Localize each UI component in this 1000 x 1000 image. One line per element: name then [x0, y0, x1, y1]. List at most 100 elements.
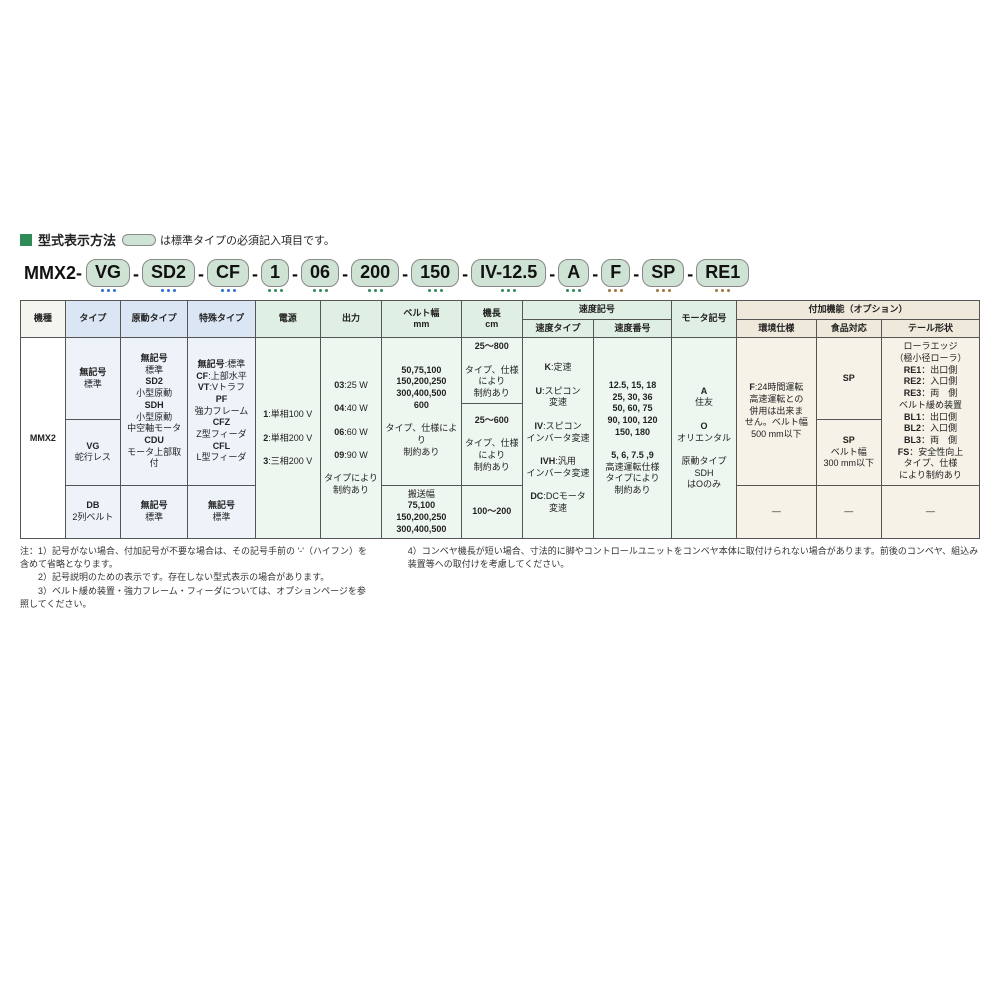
code-dash: -: [459, 262, 471, 295]
code-dash: -: [630, 262, 642, 295]
connector-dots: [656, 289, 671, 297]
connector-dots: [428, 289, 443, 297]
connector-dots: [368, 289, 383, 297]
code-segment-label: 1: [261, 259, 289, 287]
code-segment-label: SD2: [142, 259, 195, 287]
table-row: DB2列ベルト 無記号標準 無記号標準 搬送幅75,100150,200,250…: [21, 485, 980, 539]
cell-speed-type: K:定速 U:スピコン変速 IV:スピコンインバータ変速 IVH:汎用インバータ…: [522, 338, 593, 539]
code-dash: -: [589, 262, 601, 295]
code-segment: 06: [301, 259, 339, 297]
section-title: 型式表示方法 は標準タイプの必須記入項目です。: [20, 230, 980, 249]
cell-machine: MMX2: [21, 338, 66, 539]
code-dash: -: [339, 262, 351, 295]
code-segment-label: IV-12.5: [471, 259, 546, 287]
cell-env-a: F:24時間運転高速運転との併用は出来ません。ベルト幅500 mm以下: [737, 338, 817, 485]
code-segment: IV-12.5: [471, 259, 546, 297]
code-dash: -: [249, 262, 261, 295]
code-segment-label: 150: [411, 259, 459, 287]
th-motor: モータ記号: [671, 301, 736, 338]
title-marker-icon: [20, 234, 32, 246]
cell-food-b: SPベルト幅300 mm以下: [816, 420, 881, 485]
title-note: は標準タイプの必須記入項目です。: [122, 232, 335, 248]
connector-dots: [501, 289, 516, 297]
connector-dots: [715, 289, 730, 297]
code-segment-label: A: [558, 259, 589, 287]
th-food: 食品対応: [816, 319, 881, 338]
th-speed-type: 速度タイプ: [522, 319, 593, 338]
code-dash: -: [399, 262, 411, 295]
cell-special-2: 無記号標準: [188, 485, 255, 539]
code-dash: -: [195, 262, 207, 295]
th-machine: 機種: [21, 301, 66, 338]
th-type: タイプ: [65, 301, 120, 338]
cell-type-2: VG蛇行レス: [65, 420, 120, 485]
code-dash: -: [289, 262, 301, 295]
connector-dots: [566, 289, 581, 297]
spec-sheet: 型式表示方法 は標準タイプの必須記入項目です。 MMX2-VG-SD2-CF-1…: [20, 230, 980, 611]
connector-dots: [221, 289, 236, 297]
cell-output: 03:25 W 04:40 W 06:60 W 09:90 W タイプにより制約…: [320, 338, 381, 539]
code-segment-label: 06: [301, 259, 339, 287]
footnotes-right: 4）コンベヤ機長が短い場合、寸法的に脚やコントロールユニットをコンベヤ本体に取付…: [408, 545, 980, 610]
cell-belt-b: 搬送幅75,100150,200,250300,400,500: [382, 485, 462, 539]
th-tail: テール形状: [881, 319, 979, 338]
code-segment-label: SP: [642, 259, 684, 287]
cell-power: 1:単相100 V 2:単相200 V 3:三相200 V: [255, 338, 320, 539]
code-segment: SP: [642, 259, 684, 297]
th-special: 特殊タイプ: [188, 301, 255, 338]
model-code-row: MMX2-VG-SD2-CF-1-06-200-150-IV-12.5-A-F-…: [20, 259, 980, 297]
cell-env-b: —: [737, 485, 817, 539]
cell-belt-a: 50,75,100150,200,250300,400,500600タイプ、仕様…: [382, 338, 462, 485]
footnotes-left: 注：1）記号がない場合、付加記号が不要な場合は、その記号手前の '-'（ハイフン…: [20, 545, 368, 610]
code-segment-label: VG: [86, 259, 130, 287]
cell-speed-no: 12.5, 15, 1825, 30, 3650, 60, 7590, 100,…: [594, 338, 672, 539]
code-segment: MMX2-: [20, 263, 86, 294]
th-drive: 原動タイプ: [120, 301, 187, 338]
connector-dots: [313, 289, 328, 297]
th-belt: ベルト幅mm: [382, 301, 462, 338]
code-segment: VG: [86, 259, 130, 297]
th-env: 環境仕様: [737, 319, 817, 338]
th-output: 出力: [320, 301, 381, 338]
cell-motor: A住友 Oオリエンタル原動タイプSDHはOのみ: [671, 338, 736, 539]
cell-len-a: 25～800タイプ、仕様により制約あり: [461, 338, 522, 403]
title-text: 型式表示方法: [38, 230, 116, 249]
spec-table: 機種 タイプ 原動タイプ 特殊タイプ 電源 出力 ベルト幅mm 機長cm 速度記…: [20, 300, 980, 539]
th-power: 電源: [255, 301, 320, 338]
cell-len-c: 100～200: [461, 485, 522, 539]
code-dash: -: [684, 262, 696, 295]
code-segment: 1: [261, 259, 289, 297]
code-segment: RE1: [696, 259, 749, 297]
cell-drive-2: 無記号標準: [120, 485, 187, 539]
connector-dots: [161, 289, 176, 297]
code-segment: A: [558, 259, 589, 297]
code-segment: SD2: [142, 259, 195, 297]
code-segment-label: 200: [351, 259, 399, 287]
header-row-1: 機種 タイプ 原動タイプ 特殊タイプ 電源 出力 ベルト幅mm 機長cm 速度記…: [21, 301, 980, 320]
th-length: 機長cm: [461, 301, 522, 338]
cell-len-b: 25～600タイプ、仕様により制約あり: [461, 403, 522, 485]
code-segment: F: [601, 259, 630, 297]
cell-type-3: DB2列ベルト: [65, 485, 120, 539]
th-speed-no: 速度番号: [594, 319, 672, 338]
code-segment: 200: [351, 259, 399, 297]
table-row: MMX2 無記号標準 無記号標準 SD2小型原動 SDH小型原動中空軸モータ C…: [21, 338, 980, 403]
code-segment-label: CF: [207, 259, 249, 287]
connector-dots: [101, 289, 116, 297]
cell-food-a: SP: [816, 338, 881, 420]
code-segment-label: MMX2-: [20, 263, 86, 284]
connector-dots: [268, 289, 283, 297]
code-segment-label: F: [601, 259, 630, 287]
cell-tail-a: ローラエッジ（極小径ローラ） RE1：出口側 RE2：入口側 RE3：両 側 ベ…: [881, 338, 979, 485]
code-segment: 150: [411, 259, 459, 297]
code-dash: -: [546, 262, 558, 295]
cell-type-1: 無記号標準: [65, 338, 120, 420]
code-segment-label: RE1: [696, 259, 749, 287]
connector-dots: [608, 289, 623, 297]
cell-tail-b: —: [881, 485, 979, 539]
th-options: 付加機能（オプション）: [737, 301, 980, 320]
pill-legend-icon: [122, 234, 156, 246]
code-dash: -: [130, 262, 142, 295]
cell-drive-1: 無記号標準 SD2小型原動 SDH小型原動中空軸モータ CDUモータ上部取付: [120, 338, 187, 485]
cell-food-c: —: [816, 485, 881, 539]
